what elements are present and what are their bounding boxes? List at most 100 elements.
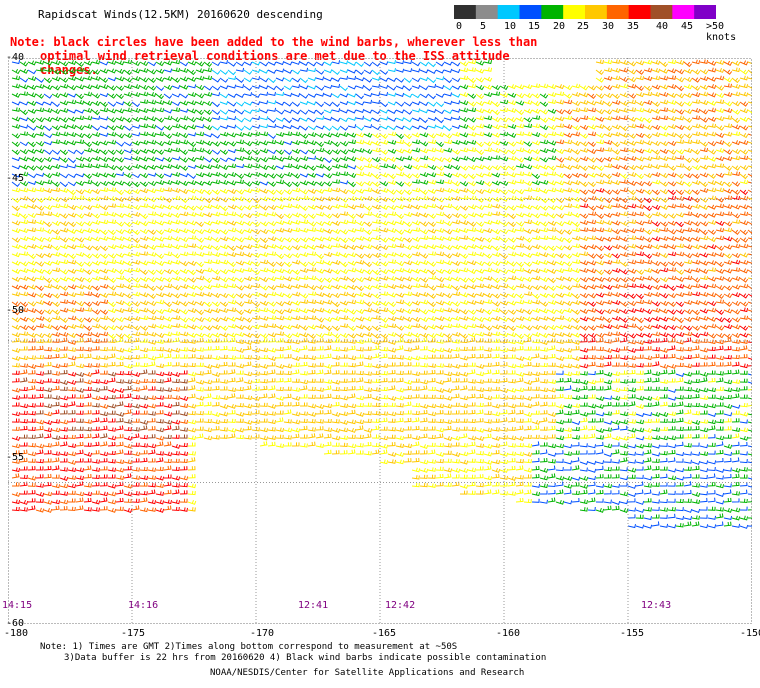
wind-barb (203, 267, 213, 273)
wind-barb (251, 363, 260, 368)
wind-barb (707, 60, 717, 66)
wind-barb (667, 84, 677, 89)
wind-barb (611, 435, 621, 441)
wind-barb (115, 259, 125, 265)
wind-barb (315, 346, 324, 351)
wind-barb (179, 354, 188, 359)
wind-barb (563, 427, 572, 433)
wind-barb (523, 380, 533, 386)
wind-barb (619, 411, 629, 417)
wind-barb (139, 307, 149, 313)
wind-barb (355, 139, 365, 145)
wind-barb (499, 441, 508, 447)
wind-barb (731, 427, 741, 432)
wind-barb (715, 227, 725, 233)
wind-barb (707, 195, 717, 201)
wind-barb (435, 132, 445, 138)
wind-barb (563, 267, 573, 272)
wind-barb (499, 417, 508, 423)
wind-barb (235, 244, 245, 250)
wind-barb (259, 140, 269, 146)
wind-barb (363, 124, 373, 129)
wind-barb (75, 402, 84, 408)
wind-barb (259, 164, 269, 171)
wind-barb (299, 252, 309, 258)
wind-barb (235, 147, 245, 152)
wind-barb (595, 346, 604, 352)
wind-barb (99, 292, 109, 298)
wind-barb (475, 387, 485, 392)
wind-barb (203, 301, 212, 308)
wind-barb (539, 171, 549, 177)
wind-barb (291, 117, 301, 122)
wind-barb (131, 395, 140, 400)
wind-barb (155, 410, 164, 415)
wind-barb (283, 203, 293, 209)
wind-barb (355, 84, 365, 89)
wind-barb (403, 164, 413, 170)
wind-barb (19, 276, 29, 281)
wind-barb (419, 417, 428, 423)
wind-barb (91, 355, 101, 360)
wind-barb (611, 203, 620, 208)
wind-barb (19, 363, 28, 368)
wind-barb (627, 427, 637, 433)
wind-barb (67, 434, 76, 440)
wind-barb (27, 284, 37, 290)
wind-barb (211, 355, 221, 361)
wind-barb (371, 410, 380, 416)
wind-barb (139, 91, 149, 97)
wind-barb (363, 292, 373, 298)
wind-barb (379, 353, 388, 359)
wind-barb (467, 346, 476, 351)
wind-barb (19, 187, 29, 193)
wind-barb (187, 180, 197, 186)
wind-barb (483, 362, 492, 367)
wind-barb (179, 211, 189, 217)
wind-barb (715, 395, 725, 401)
wind-barb (195, 109, 204, 116)
wind-barb (723, 379, 733, 385)
wind-barb (531, 394, 540, 399)
wind-barb (427, 449, 436, 455)
wind-barb (747, 117, 752, 121)
wind-barb (363, 346, 372, 351)
wind-barb (699, 69, 709, 75)
wind-barb (131, 433, 140, 439)
wind-barb (363, 69, 373, 75)
wind-barb (539, 449, 548, 455)
wind-barb (443, 348, 453, 353)
wind-barb (331, 316, 341, 322)
wind-barb (515, 267, 524, 272)
wind-barb (307, 261, 317, 267)
wind-barb (123, 91, 133, 97)
wind-barb (483, 275, 493, 281)
wind-barb (195, 355, 204, 360)
wind-barb (315, 92, 325, 97)
wind-barb (75, 125, 85, 131)
wind-barb (27, 180, 37, 185)
wind-barb (275, 85, 284, 92)
wind-barb (635, 220, 645, 226)
wind-barb (371, 109, 381, 115)
wind-barb (555, 276, 565, 282)
wind-barb (651, 396, 661, 401)
wind-barb (315, 147, 325, 153)
wind-barb (131, 68, 141, 74)
wind-barb (515, 425, 524, 431)
wind-barb (595, 157, 605, 163)
wind-barb (651, 301, 661, 307)
wind-barb (715, 85, 725, 91)
wind-barb (723, 195, 732, 200)
wind-barb (627, 316, 637, 322)
wind-barb (355, 253, 365, 259)
wind-barb (483, 284, 493, 289)
wind-barb (483, 387, 492, 392)
wind-barb (531, 491, 541, 497)
wind-barb (387, 139, 397, 145)
wind-barb (147, 148, 157, 154)
wind-barb (443, 172, 453, 178)
wind-barb (59, 276, 69, 282)
wind-barb (467, 418, 476, 424)
wind-barb (507, 395, 516, 400)
